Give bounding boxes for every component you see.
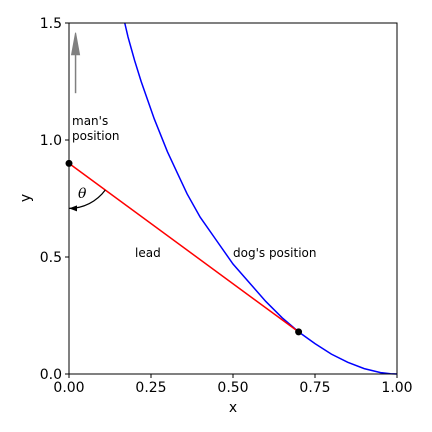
x-axis-label: x [229,400,237,416]
points-layer [65,159,303,336]
man-position-label-line1: man's [72,114,108,128]
x-tick-label: 0.00 [53,380,84,396]
annotation-layer: man's position lead dog's position θ [69,32,316,260]
lead-label: lead [135,246,161,260]
series-layer [68,22,398,375]
dog-position-point [295,328,303,336]
y-tick-label: 0.5 [40,250,62,266]
plot-frame [68,22,398,375]
dog-position-label: dog's position [233,246,316,260]
y-tick-label: 1.5 [40,16,62,32]
lead-line-line [68,162,300,333]
y-tick-label: 0.0 [40,367,62,383]
x-tick-label: 0.50 [217,380,248,396]
y-tick-label: 1.0 [40,133,62,149]
x-tick-label: 0.25 [135,380,166,396]
direction-arrow-head [70,32,81,56]
man-position-label-line2: position [72,129,120,143]
theta-angle-arc [69,189,106,209]
x-tick-label: 0.75 [299,380,330,396]
x-tick-label: 1.00 [381,380,412,396]
theta-label: θ [78,186,87,202]
tractrix-curve-line [124,22,398,375]
y-axis-label: y [18,194,34,202]
theta-arc-arrowhead [69,205,78,212]
ticks-layer: 0.00 0.25 0.50 0.75 1.00 0.0 0.5 1.0 1.5 [40,16,413,396]
